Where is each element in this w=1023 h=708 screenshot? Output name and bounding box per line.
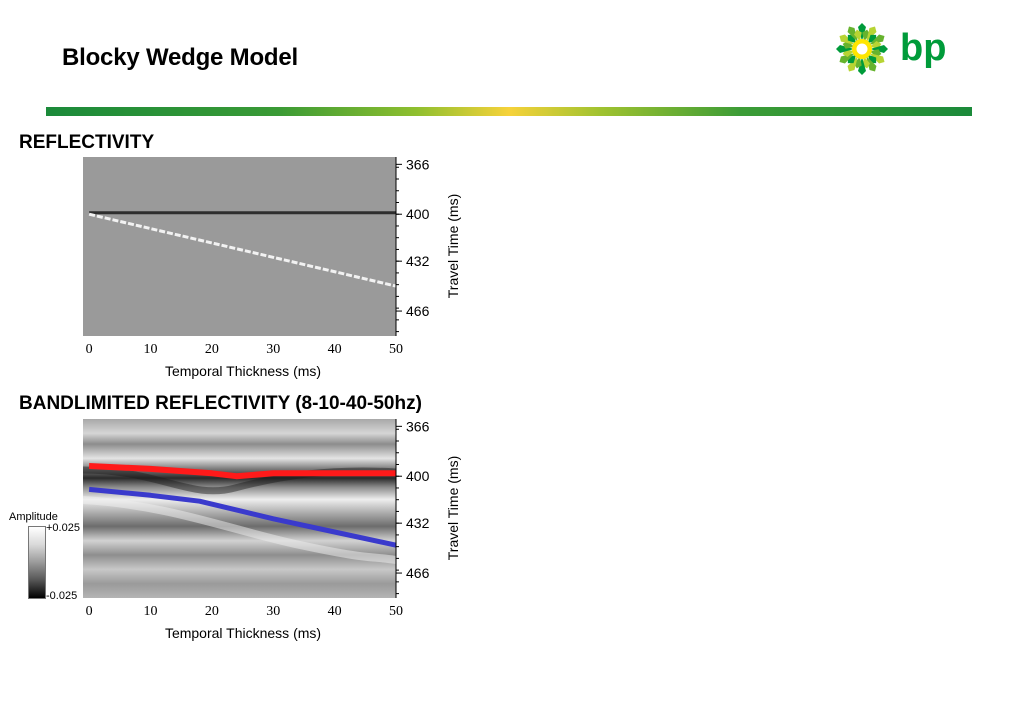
helios-ray xyxy=(839,53,856,64)
helios-ray xyxy=(862,29,871,42)
y-tick-label: 366 xyxy=(406,418,430,434)
colorbar-min-label: -0.025 xyxy=(46,590,78,602)
bp-logo: bp xyxy=(836,23,946,75)
colorbar-title: Amplitude xyxy=(9,511,58,523)
series-line-1 xyxy=(88,212,397,288)
logo-text: bp xyxy=(900,27,946,69)
y-tick-label: 400 xyxy=(406,468,430,484)
helios-ray xyxy=(853,56,862,69)
y-tick-label: 432 xyxy=(406,515,430,531)
x-tick-label: 40 xyxy=(328,342,342,357)
series-line-1 xyxy=(88,486,397,548)
helios-ray xyxy=(866,26,877,43)
helios-ray xyxy=(842,40,855,49)
amplitude-colorbar xyxy=(28,526,46,599)
x-tick-label: 10 xyxy=(144,342,158,357)
slide-title: Blocky Wedge Model xyxy=(62,44,299,71)
reflectivity-xlabel: Temporal Thickness (ms) xyxy=(165,363,321,379)
helios-ray xyxy=(847,55,858,72)
x-tick-label: 20 xyxy=(205,342,219,357)
reflectivity-heading: REFLECTIVITY xyxy=(19,132,155,153)
seismic-peak-shading xyxy=(83,496,396,564)
helios-ray xyxy=(839,34,856,45)
helios-ray xyxy=(858,57,866,75)
helios-ray xyxy=(870,45,888,53)
y-tick-label: 366 xyxy=(406,156,430,172)
x-tick-label: 30 xyxy=(266,604,280,619)
helios-ray xyxy=(868,34,885,45)
y-tick-label: 432 xyxy=(406,253,430,269)
y-tick-label: 400 xyxy=(406,206,430,222)
helios-ray xyxy=(836,45,854,53)
helios-icon xyxy=(836,23,888,75)
helios-ray xyxy=(869,49,882,58)
colorbar-max-label: +0.025 xyxy=(46,522,80,534)
helios-ray xyxy=(847,26,858,43)
x-tick-label: 0 xyxy=(86,604,93,619)
bandlimited-xlabel: Temporal Thickness (ms) xyxy=(165,625,321,641)
header-rule xyxy=(46,107,972,116)
bandlimited-ylabel: Travel Time (ms) xyxy=(445,456,461,560)
bandlimited-heading: BANDLIMITED REFLECTIVITY (8-10-40-50hz) xyxy=(19,393,422,414)
x-tick-label: 50 xyxy=(389,342,403,357)
x-tick-label: 20 xyxy=(205,604,219,619)
helios-ray xyxy=(858,23,866,41)
x-tick-label: 0 xyxy=(86,342,93,357)
x-tick-label: 30 xyxy=(266,342,280,357)
reflectivity-ylabel: Travel Time (ms) xyxy=(445,194,461,298)
bandlimited-chart: 366 400 432 466 0 10 20 30 40 50 Temporal Thickne… xyxy=(83,418,461,641)
x-tick-label: 10 xyxy=(144,604,158,619)
helios-ray xyxy=(866,55,877,72)
series-line-0 xyxy=(88,463,396,480)
x-tick-label: 50 xyxy=(389,604,403,619)
helios-ray xyxy=(868,53,885,64)
helios-ray xyxy=(853,29,862,42)
y-tick-label: 466 xyxy=(406,565,430,581)
reflectivity-chart: 366 400 432 466 0 10 20 30 40 50 Temporal Thickne… xyxy=(83,156,461,379)
x-tick-label: 40 xyxy=(328,604,342,619)
y-tick-label: 466 xyxy=(406,303,430,319)
reflectivity-plot-area xyxy=(83,157,396,336)
